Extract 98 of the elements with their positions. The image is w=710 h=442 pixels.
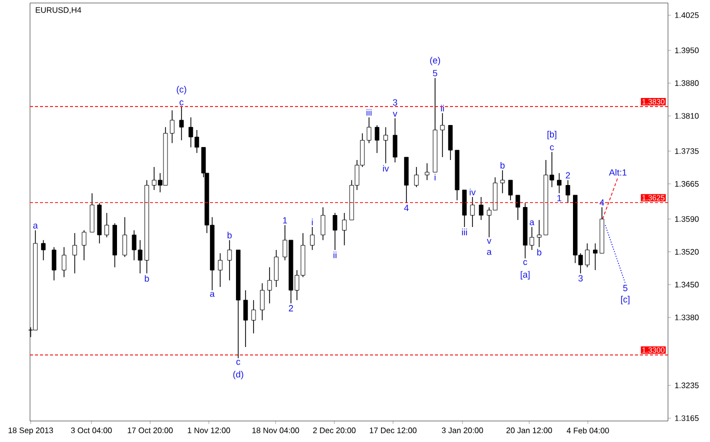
candlestick xyxy=(366,116,372,144)
candlestick xyxy=(584,242,590,268)
annotation: a xyxy=(33,224,38,229)
x-tick-label: 17 Dec 12:00 xyxy=(370,428,417,434)
annotation: 1 xyxy=(283,217,287,224)
candlestick xyxy=(440,112,445,158)
candlestick xyxy=(556,172,562,194)
chart-title: EURUSD,H4 xyxy=(36,7,82,14)
candlestick xyxy=(383,126,388,164)
candlestick xyxy=(72,232,77,274)
candlestick xyxy=(41,240,46,261)
y-tick-label: 1.3950 xyxy=(675,47,699,54)
candlestick xyxy=(260,282,264,321)
annotation: c xyxy=(523,260,528,266)
annotation: v xyxy=(392,112,398,117)
annotation: [a] xyxy=(520,271,530,280)
candlestick xyxy=(218,252,222,288)
y-tick-label: 1.3520 xyxy=(675,248,699,255)
candlestick xyxy=(251,300,256,334)
annotation: [c] xyxy=(621,296,630,304)
annotation: iv xyxy=(470,188,476,196)
annotation: 2 xyxy=(566,172,570,178)
y-tick-label: 1.3735 xyxy=(675,148,699,154)
candlestick xyxy=(243,290,248,348)
annotation: (c) xyxy=(176,86,186,94)
y-tick-label: 1.3880 xyxy=(675,80,699,86)
candlestick xyxy=(530,226,534,250)
candlestick xyxy=(82,230,86,261)
candlestick xyxy=(332,212,338,250)
y-tick-label: 1.3665 xyxy=(675,181,699,187)
candlestick xyxy=(52,246,56,281)
annotation: c xyxy=(236,360,240,365)
annotation: a xyxy=(530,220,534,226)
annotation: i xyxy=(434,174,436,180)
annotation: 3 xyxy=(578,275,583,282)
annotation: (d) xyxy=(233,370,244,380)
candlestick xyxy=(122,216,128,258)
annotation: b xyxy=(144,275,149,282)
annotation: 5 xyxy=(623,284,628,292)
candlestick xyxy=(536,220,542,248)
annotation: 2 xyxy=(288,305,293,312)
candlestick xyxy=(104,212,110,238)
annotation: iv xyxy=(383,164,389,172)
x-tick-label: 18 Nov 04:00 xyxy=(252,428,300,434)
annotation: b xyxy=(537,248,542,256)
x-tick-label: 18 Sep 2013 xyxy=(8,428,53,435)
annotation: 3 xyxy=(392,99,398,106)
candlestick xyxy=(267,266,272,304)
annotation: b xyxy=(500,162,505,169)
x-tick-label: 3 Jan 20:00 xyxy=(442,428,484,434)
candlestick xyxy=(374,124,380,154)
annotation: 1 xyxy=(557,194,562,202)
annotation: c xyxy=(550,145,554,150)
candlestick xyxy=(320,206,326,241)
x-tick-label: 2 Dec 20:00 xyxy=(313,428,356,434)
y-tick-label: 1.3590 xyxy=(675,216,699,222)
candlestick xyxy=(392,118,398,163)
y-tick-label: 1.3235 xyxy=(675,382,699,388)
candlestick xyxy=(500,170,505,194)
candlestick xyxy=(566,180,570,204)
candlestick xyxy=(593,242,598,270)
annotation: a xyxy=(487,250,492,255)
annotation: c xyxy=(180,100,184,106)
annotation: b xyxy=(228,232,232,238)
annotation: Alt:1 xyxy=(608,169,627,176)
candlestick xyxy=(179,106,184,141)
candlestick xyxy=(342,212,347,246)
x-tick-label: 3 Oct 04:00 xyxy=(71,428,112,434)
candlestick xyxy=(227,240,232,281)
annotation: a xyxy=(210,292,215,297)
candlestick xyxy=(478,196,484,220)
y-tick-label: 1.3450 xyxy=(675,282,699,288)
annotation: iii xyxy=(462,228,467,236)
x-tick-label: 17 Oct 20:00 xyxy=(128,428,173,434)
candlestick xyxy=(470,196,475,228)
annotation: i xyxy=(312,218,313,226)
annotation: (e) xyxy=(430,56,440,66)
candlestick xyxy=(516,194,520,220)
candlestick xyxy=(62,246,66,278)
y-tick-label: 1.3380 xyxy=(675,314,699,320)
candlestick xyxy=(414,166,419,188)
x-tick-label: 20 Jan 12:00 xyxy=(506,428,552,434)
candlestick xyxy=(274,250,279,288)
y-tick-label: 1.3165 xyxy=(675,415,699,422)
annotation: 5 xyxy=(432,70,438,76)
candlestick xyxy=(170,110,174,144)
candlestick xyxy=(508,180,513,201)
x-tick-label: 4 Feb 04:00 xyxy=(566,428,609,434)
candlestick xyxy=(424,162,430,181)
annotation: v xyxy=(486,238,492,244)
annotation: ii xyxy=(334,252,336,258)
x-tick-label: 1 Nov 12:00 xyxy=(188,428,230,434)
annotation: iii xyxy=(366,109,372,116)
y-tick-label: 1.4025 xyxy=(675,12,699,18)
candlestick xyxy=(310,226,315,250)
annotation: [b] xyxy=(548,130,556,140)
annotation: 4 xyxy=(404,204,409,211)
y-tick-label: 1.3810 xyxy=(675,113,699,119)
